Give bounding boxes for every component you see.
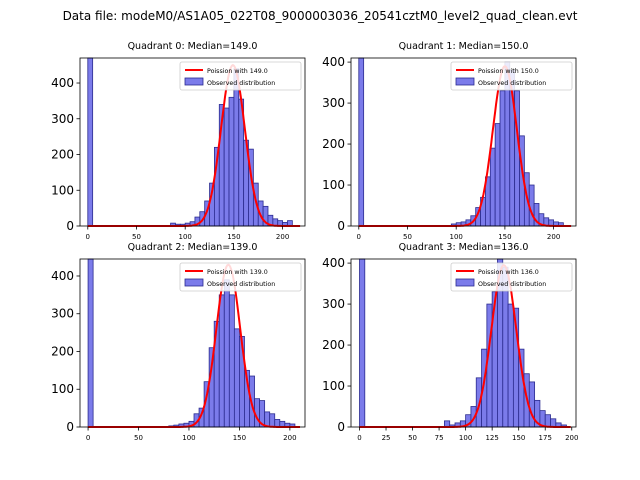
x-tick-label: 150 [227, 233, 240, 241]
histogram-bar [223, 107, 230, 227]
histogram-bar [494, 123, 501, 227]
y-tick-label: 400 [51, 269, 74, 283]
x-tick-label: 175 [539, 434, 552, 442]
legend-box [179, 262, 302, 292]
y-tick-label: 400 [51, 76, 74, 90]
y-tick-label: 300 [322, 297, 345, 311]
x-tick-label: 150 [498, 233, 511, 241]
histogram-bar [550, 418, 557, 428]
x-tick-label: 200 [547, 233, 560, 241]
legend-box [179, 61, 302, 91]
y-tick-label: 400 [322, 256, 345, 270]
legend: Poission with 150.0 Observed distribution [450, 61, 573, 91]
y-tick-label: 100 [322, 379, 345, 393]
legend-bar-swatch [184, 278, 204, 287]
axes-frame [350, 258, 577, 428]
legend-bar-swatch [455, 278, 475, 287]
histogram-bar [228, 96, 235, 227]
histogram-bar [358, 57, 365, 227]
subplot-quadrant-3: 0 25 50 75 100 125 150 175 200 0 100 200 300 400 Quadr… [322, 242, 578, 442]
x-tick-label: 50 [134, 434, 143, 442]
histogram-bar [359, 258, 366, 428]
subplot-title: Quadrant 2: Median=139.0 [128, 242, 258, 253]
figure-suptitle: Data file: modeM0/AS1A05_022T08_90000030… [63, 9, 578, 23]
axes-frame [79, 258, 306, 428]
legend: Poission with 139.0 Observed distribution [179, 262, 302, 292]
x-tick-label: 0 [357, 233, 361, 241]
subplot-title: Quadrant 1: Median=150.0 [399, 41, 529, 52]
y-tick-label: 100 [51, 382, 74, 396]
legend-label-poisson: Poission with 136.0 [478, 269, 539, 276]
legend: Poission with 149.0 Observed distribution [179, 61, 302, 91]
x-tick-label: 200 [283, 434, 296, 442]
legend-box [450, 61, 573, 91]
y-tick-label: 0 [66, 219, 74, 233]
y-tick-label: 0 [337, 219, 345, 233]
y-tick-label: 400 [322, 55, 345, 69]
legend-bar-swatch [455, 77, 475, 86]
histogram-bar [528, 381, 536, 428]
histogram-bar [274, 419, 281, 428]
x-tick-label: 150 [512, 434, 525, 442]
x-tick-label: 200 [565, 434, 578, 442]
histogram-bar [544, 414, 551, 428]
x-tick-label: 75 [435, 434, 444, 442]
y-tick-label: 300 [322, 96, 345, 110]
y-tick-label: 100 [322, 178, 345, 192]
x-tick-label: 150 [233, 434, 246, 442]
x-tick-label: 100 [459, 434, 472, 442]
x-tick-label: 50 [132, 233, 141, 241]
histogram-bar [87, 57, 94, 227]
subplot-title: Quadrant 3: Median=136.0 [399, 242, 529, 253]
subplot-title: Quadrant 0: Median=149.0 [128, 41, 258, 52]
y-tick-label: 200 [322, 338, 345, 352]
histogram-bar [218, 294, 225, 428]
histogram-bar [489, 147, 496, 227]
histogram-bar [499, 90, 506, 227]
y-tick-label: 0 [66, 420, 74, 434]
histogram-bar [507, 303, 514, 428]
x-tick-label: 0 [86, 434, 90, 442]
x-tick-label: 100 [179, 233, 192, 241]
histogram-bar [87, 258, 94, 428]
histogram-bar [233, 328, 240, 428]
legend-box [450, 262, 573, 292]
x-tick-label: 50 [408, 434, 417, 442]
y-tick-label: 0 [337, 420, 345, 434]
axes-frame [350, 57, 577, 227]
x-tick-label: 0 [86, 233, 90, 241]
subplot-quadrant-0: 0 50 100 150 200 0 100 200 300 400 Quadrant 0: Med… [51, 41, 306, 241]
legend: Poission with 136.0 Observed distribution [450, 262, 573, 292]
legend-bar-swatch [184, 77, 204, 86]
legend-label-poisson: Poission with 139.0 [207, 269, 268, 276]
x-tick-label: 0 [357, 434, 361, 442]
y-tick-label: 100 [51, 183, 74, 197]
histogram-bar [228, 294, 235, 428]
axes-frame [79, 57, 306, 227]
legend-label-poisson: Poission with 150.0 [478, 68, 539, 75]
histogram-bar [223, 279, 230, 428]
legend-label-observed: Observed distribution [207, 80, 275, 87]
x-tick-label: 100 [182, 434, 195, 442]
legend-label-observed: Observed distribution [478, 281, 546, 288]
histogram-bar [233, 68, 240, 227]
x-tick-label: 200 [276, 233, 289, 241]
y-tick-label: 300 [51, 307, 74, 321]
x-tick-label: 50 [403, 233, 412, 241]
x-tick-label: 125 [485, 434, 498, 442]
legend-label-poisson: Poission with 149.0 [207, 68, 268, 75]
y-tick-label: 300 [51, 112, 74, 126]
y-tick-label: 200 [322, 137, 345, 151]
legend-label-observed: Observed distribution [478, 80, 546, 87]
x-tick-label: 100 [450, 233, 463, 241]
subplot-quadrant-2: 0 50 100 150 200 0 100 200 300 400 Quadrant 2: Med… [51, 242, 306, 442]
legend-label-observed: Observed distribution [207, 281, 275, 288]
y-tick-label: 200 [51, 148, 74, 162]
histogram-bar [269, 413, 276, 428]
x-tick-label: 25 [382, 434, 391, 442]
y-tick-label: 200 [51, 344, 74, 358]
subplot-quadrant-1: 0 50 100 150 200 0 100 200 300 400 Quadrant 1: Med… [322, 41, 577, 241]
